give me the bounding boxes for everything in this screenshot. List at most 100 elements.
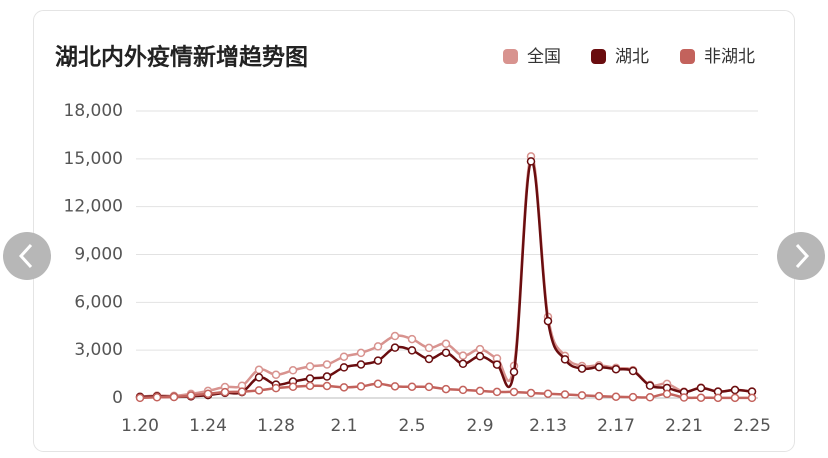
data-point — [560, 390, 570, 399]
data-point — [203, 389, 213, 399]
data-point — [696, 383, 706, 393]
data-point — [288, 366, 298, 375]
data-point — [407, 382, 417, 391]
data-point — [594, 391, 604, 401]
data-point — [407, 334, 417, 344]
y-tick-label: 3,000 — [74, 340, 123, 360]
data-point — [339, 363, 349, 372]
y-tick-label: 0 — [112, 388, 123, 408]
data-point — [169, 392, 179, 402]
data-point — [458, 385, 468, 395]
data-point — [526, 388, 536, 398]
data-point — [237, 387, 247, 396]
data-point — [662, 389, 672, 399]
data-point — [696, 393, 706, 402]
data-point — [713, 393, 723, 403]
data-point — [254, 386, 264, 395]
data-point — [645, 381, 655, 390]
data-point — [305, 381, 315, 391]
y-tick-label: 15,000 — [64, 149, 123, 169]
data-point — [628, 392, 638, 402]
legend-swatch — [503, 49, 518, 64]
data-point — [628, 366, 638, 376]
data-point — [322, 372, 332, 381]
x-tick-label: 2.25 — [733, 416, 771, 436]
data-point — [526, 157, 536, 166]
data-point — [424, 343, 434, 353]
y-tick-label: 18,000 — [64, 101, 123, 121]
data-point — [441, 384, 451, 394]
data-point — [356, 348, 366, 358]
x-tick-label: 1.24 — [189, 416, 227, 436]
card — [33, 10, 795, 452]
x-tick-label: 2.9 — [466, 416, 493, 436]
prev-button[interactable] — [3, 232, 51, 280]
data-point — [305, 362, 315, 371]
y-tick-label: 6,000 — [74, 292, 123, 312]
data-point — [322, 381, 332, 391]
data-point — [730, 385, 740, 395]
data-point — [390, 382, 400, 391]
data-point — [373, 342, 383, 351]
x-tick-label: 2.5 — [398, 416, 425, 436]
next-circle — [777, 232, 825, 280]
data-point — [135, 393, 145, 403]
next-button[interactable] — [777, 232, 825, 280]
data-point — [356, 360, 366, 369]
data-point — [254, 365, 264, 375]
prev-circle — [3, 232, 51, 280]
chart-title: 湖北内外疫情新增趋势图 — [55, 44, 308, 71]
data-point — [509, 387, 519, 397]
data-point — [373, 379, 383, 389]
data-point — [577, 364, 587, 373]
data-point — [373, 356, 383, 365]
x-tick-label: 2.21 — [665, 416, 703, 436]
data-point — [458, 351, 468, 360]
prev-arrow — [18, 243, 33, 269]
data-point — [424, 382, 434, 392]
data-point — [271, 383, 281, 393]
legend-label: 非湖北 — [704, 47, 755, 67]
x-tick-label: 2.13 — [529, 416, 567, 436]
data-point — [543, 389, 553, 398]
legend-label: 全国 — [527, 47, 561, 67]
data-point — [441, 348, 451, 357]
data-point — [322, 360, 332, 369]
data-point — [441, 339, 451, 349]
data-point — [475, 352, 485, 361]
data-point — [645, 393, 655, 402]
data-point — [492, 387, 502, 397]
data-point — [390, 343, 400, 352]
data-point — [152, 393, 162, 402]
data-point — [339, 352, 349, 361]
legend-swatch — [591, 49, 606, 64]
next-arrow — [795, 243, 810, 269]
y-tick-label: 12,000 — [64, 197, 123, 217]
legend-label: 湖北 — [615, 47, 649, 67]
data-point — [288, 382, 298, 392]
data-point — [220, 387, 230, 397]
data-point — [730, 393, 740, 403]
data-point — [509, 367, 519, 377]
data-point — [747, 393, 757, 403]
data-point — [390, 331, 400, 341]
data-point — [611, 392, 621, 401]
data-point — [424, 354, 434, 364]
data-point — [254, 373, 264, 382]
data-point — [594, 362, 604, 372]
data-point — [611, 364, 621, 374]
data-point — [475, 344, 485, 354]
data-point — [679, 393, 689, 402]
x-tick-label: 1.20 — [121, 416, 159, 436]
data-point — [305, 374, 315, 383]
data-point — [492, 360, 502, 369]
x-tick-label: 2.1 — [330, 416, 357, 436]
data-point — [475, 386, 485, 396]
data-point — [560, 355, 570, 364]
x-tick-label: 2.17 — [597, 416, 635, 436]
data-point — [356, 382, 366, 391]
data-point — [543, 316, 553, 326]
data-point — [186, 391, 196, 400]
data-point — [407, 346, 417, 355]
